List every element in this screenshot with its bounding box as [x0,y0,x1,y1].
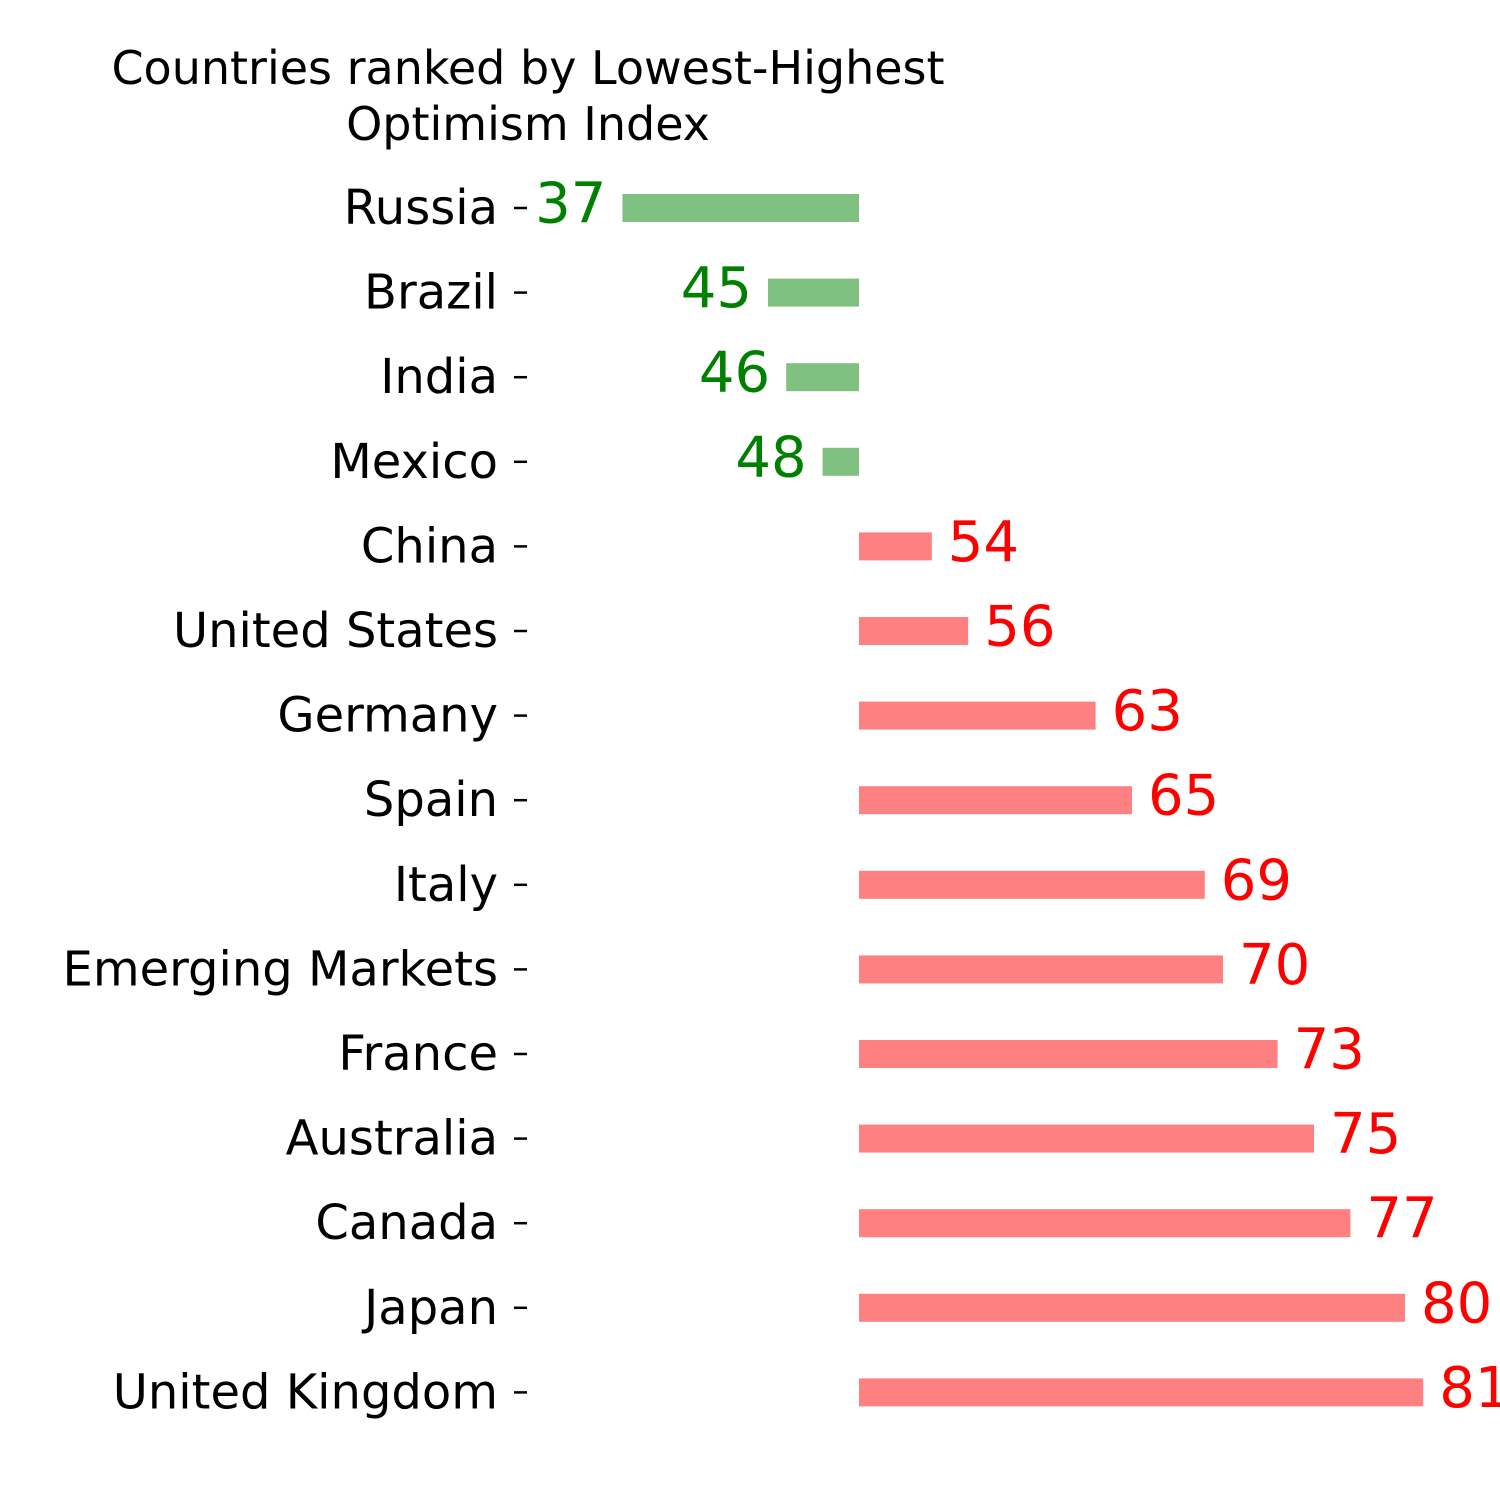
category-label: China [361,518,498,574]
bar [859,1040,1278,1068]
value-label: 73 [1294,1018,1365,1083]
value-label: 65 [1148,764,1219,829]
category-label: United States [173,603,498,659]
value-label: 56 [984,595,1055,660]
value-label: 48 [735,425,806,490]
category-label: Germany [277,688,498,744]
bar [768,278,859,307]
category-label: Canada [315,1195,498,1251]
category-label: Mexico [330,434,498,490]
category-label: Japan [361,1280,498,1336]
category-label: India [380,349,498,405]
value-label: 77 [1366,1187,1437,1252]
value-label: 75 [1330,1102,1401,1167]
category-label: Australia [286,1111,498,1167]
chart-title-line-1: Countries ranked by Lowest-Highest [111,41,945,95]
bar [822,447,859,476]
bar [859,532,932,561]
category-label: Italy [394,857,498,913]
value-label: 69 [1221,848,1292,913]
bar [859,701,1096,730]
bar [859,1124,1314,1153]
category-label: France [338,1026,498,1082]
bar [859,1209,1351,1238]
bar [622,194,859,222]
bar [859,1293,1405,1322]
bar [786,363,859,392]
value-label: 81 [1439,1356,1500,1421]
bar [859,870,1205,899]
value-label: 80 [1421,1271,1492,1336]
category-label: Russia [344,180,498,236]
value-label: 63 [1112,679,1183,744]
category-label: Spain [364,772,498,828]
bar [859,786,1132,815]
chart-title: Countries ranked by Lowest-Highest Optim… [38,40,1018,152]
value-label: 45 [681,256,752,321]
category-label: United Kingdom [113,1364,498,1420]
chart-title-line-2: Optimism Index [346,97,710,151]
category-label: Brazil [364,265,498,321]
value-label: 70 [1239,933,1310,998]
value-label: 37 [535,172,606,237]
bar [859,617,969,645]
bar [859,1378,1424,1407]
value-label: 46 [699,341,770,406]
category-label: Emerging Markets [63,941,498,997]
value-label: 54 [948,510,1019,575]
bar [859,955,1223,984]
